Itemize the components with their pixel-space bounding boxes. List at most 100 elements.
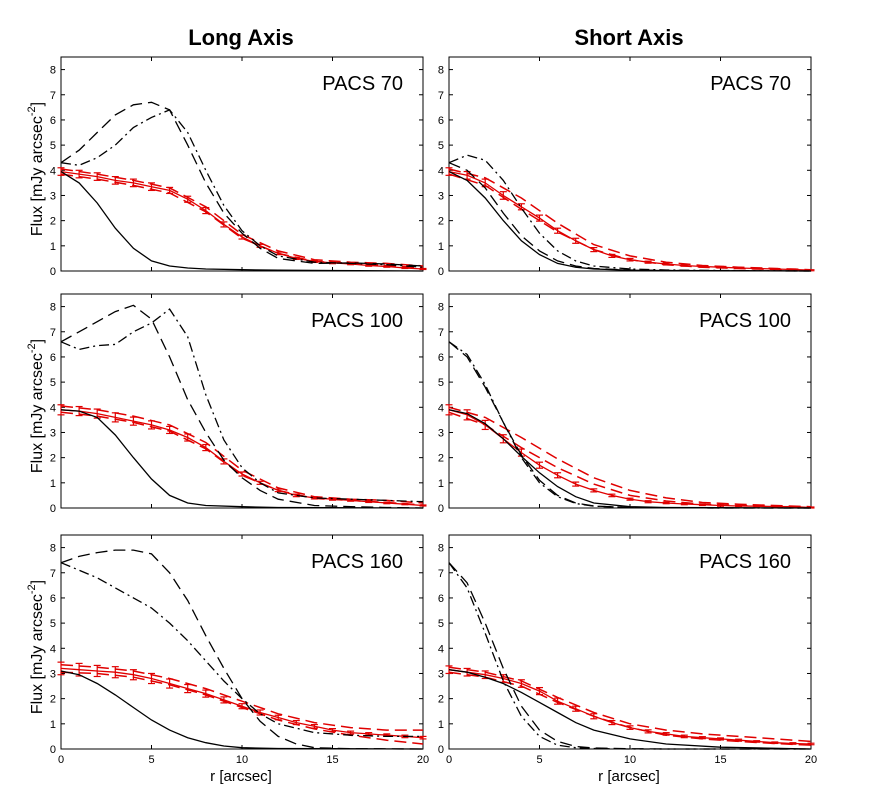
y-tick-label: 8 xyxy=(50,543,56,555)
series-model-a xyxy=(448,406,812,508)
y-tick-label: 1 xyxy=(50,241,56,253)
series-model-dashed xyxy=(60,304,424,509)
y-tick-label: 0 xyxy=(438,503,444,515)
y-tick-label: 3 xyxy=(50,427,56,439)
x-tick-label: 15 xyxy=(326,754,338,766)
y-axis-label-main: Flux [mJy arcsec xyxy=(29,353,46,473)
y-tick-label: 7 xyxy=(438,568,444,580)
y-tick-label: 1 xyxy=(50,719,56,731)
series-model-b xyxy=(60,671,424,745)
x-tick-label: 0 xyxy=(58,754,64,766)
y-axis-label-sup: -2 xyxy=(26,106,38,116)
panel-short-2: 0 1 2 3 4 5 6 7 8 0 5 10 15 20 PACS 160 xyxy=(438,534,817,766)
x-axis-label-left: r [arcsec] xyxy=(210,768,272,785)
y-tick-label: 5 xyxy=(50,140,56,152)
column-title-short: Short Axis xyxy=(574,25,683,50)
y-tick-label: 1 xyxy=(438,241,444,253)
series-model-b xyxy=(60,411,424,506)
series-psf xyxy=(60,171,424,272)
y-tick-label: 6 xyxy=(438,593,444,605)
y-tick-label: 0 xyxy=(50,266,56,278)
y-tick-label: 2 xyxy=(438,453,444,465)
y-tick-label: 4 xyxy=(438,402,444,414)
y-tick-label: 7 xyxy=(438,90,444,102)
y-tick-label: 3 xyxy=(438,668,444,680)
x-axis-label-right: r [arcsec] xyxy=(598,768,660,785)
series-model-dashed xyxy=(448,162,812,272)
panel-long-2: 0 1 2 3 4 5 6 7 8 0 5 10 15 20 PACS 160 Flux [mJy arcse… xyxy=(26,534,429,766)
y-tick-label: 1 xyxy=(438,478,444,490)
y-tick-label: 7 xyxy=(50,568,56,580)
panel-label: PACS 160 xyxy=(699,551,791,573)
y-tick-label: 5 xyxy=(438,377,444,389)
series-model-a xyxy=(60,663,423,731)
series-model-dashdot xyxy=(448,341,811,509)
y-axis-label-end: ] xyxy=(29,102,46,106)
y-tick-label: 6 xyxy=(438,352,444,364)
y-axis-label-sup: -2 xyxy=(26,584,38,594)
panel-label: PACS 70 xyxy=(710,73,791,95)
y-tick-label: 4 xyxy=(50,402,56,414)
y-tick-label: 2 xyxy=(50,453,56,465)
y-tick-label: 5 xyxy=(438,140,444,152)
column-title-long: Long Axis xyxy=(188,25,294,50)
series-model-dashed xyxy=(448,562,811,750)
series-model-a xyxy=(60,168,424,267)
y-axis-label: Flux [mJy arcsec-2] xyxy=(26,102,46,236)
y-tick-label: 7 xyxy=(50,327,56,339)
series-model-dashed xyxy=(60,549,424,750)
y-tick-label: 4 xyxy=(438,643,444,655)
series-model-dashdot xyxy=(448,154,812,272)
panel-label: PACS 100 xyxy=(311,310,403,332)
y-tick-label: 8 xyxy=(438,302,444,314)
y-tick-label: 5 xyxy=(50,377,56,389)
series-model-dashdot xyxy=(60,562,423,738)
panel-label: PACS 160 xyxy=(311,551,403,573)
y-tick-label: 4 xyxy=(50,643,56,655)
series-psf xyxy=(448,409,812,509)
series-psf xyxy=(60,670,424,750)
panel-short-1: 0 1 2 3 4 5 6 7 8 PACS 100 xyxy=(438,293,815,515)
y-tick-label: 3 xyxy=(438,190,444,202)
x-tick-label: 5 xyxy=(536,754,542,766)
series-observed xyxy=(448,409,812,509)
y-axis-label-sup: -2 xyxy=(26,343,38,353)
y-axis-label-end: ] xyxy=(29,339,46,343)
x-tick-label: 10 xyxy=(236,754,248,766)
y-tick-label: 6 xyxy=(50,115,56,127)
panel-label: PACS 100 xyxy=(699,310,791,332)
y-tick-label: 4 xyxy=(438,165,444,177)
series-model-dashdot xyxy=(448,562,811,750)
series-model-a xyxy=(448,168,812,271)
y-axis-label: Flux [mJy arcsec-2] xyxy=(26,580,46,714)
x-tick-label: 20 xyxy=(805,754,817,766)
y-tick-label: 6 xyxy=(50,593,56,605)
panel-long-1: 0 1 2 3 4 5 6 7 8 PACS 100 Flux [mJy arcsec-2] xyxy=(26,293,427,515)
x-tick-label: 0 xyxy=(446,754,452,766)
y-tick-label: 2 xyxy=(438,694,444,706)
y-tick-label: 7 xyxy=(438,327,444,339)
y-tick-label: 6 xyxy=(50,352,56,364)
panel-label: PACS 70 xyxy=(322,73,403,95)
y-tick-label: 6 xyxy=(438,115,444,127)
y-tick-label: 1 xyxy=(50,478,56,490)
y-tick-label: 3 xyxy=(50,190,56,202)
y-tick-label: 1 xyxy=(438,719,444,731)
series-model-a xyxy=(448,666,812,743)
series-model-dashdot xyxy=(60,109,424,268)
series-model-a xyxy=(60,405,424,504)
series-model-b xyxy=(448,173,812,272)
y-tick-label: 8 xyxy=(438,543,444,555)
y-tick-label: 7 xyxy=(50,90,56,102)
y-axis-label-end: ] xyxy=(29,580,46,584)
series-observed xyxy=(60,409,424,507)
y-tick-label: 0 xyxy=(438,744,444,756)
y-tick-label: 4 xyxy=(50,165,56,177)
series-model-b xyxy=(448,671,812,746)
y-axis-label: Flux [mJy arcsec-2] xyxy=(26,339,46,473)
y-tick-label: 8 xyxy=(50,65,56,77)
y-tick-label: 3 xyxy=(50,668,56,680)
y-tick-label: 0 xyxy=(50,744,56,756)
y-tick-label: 3 xyxy=(438,427,444,439)
